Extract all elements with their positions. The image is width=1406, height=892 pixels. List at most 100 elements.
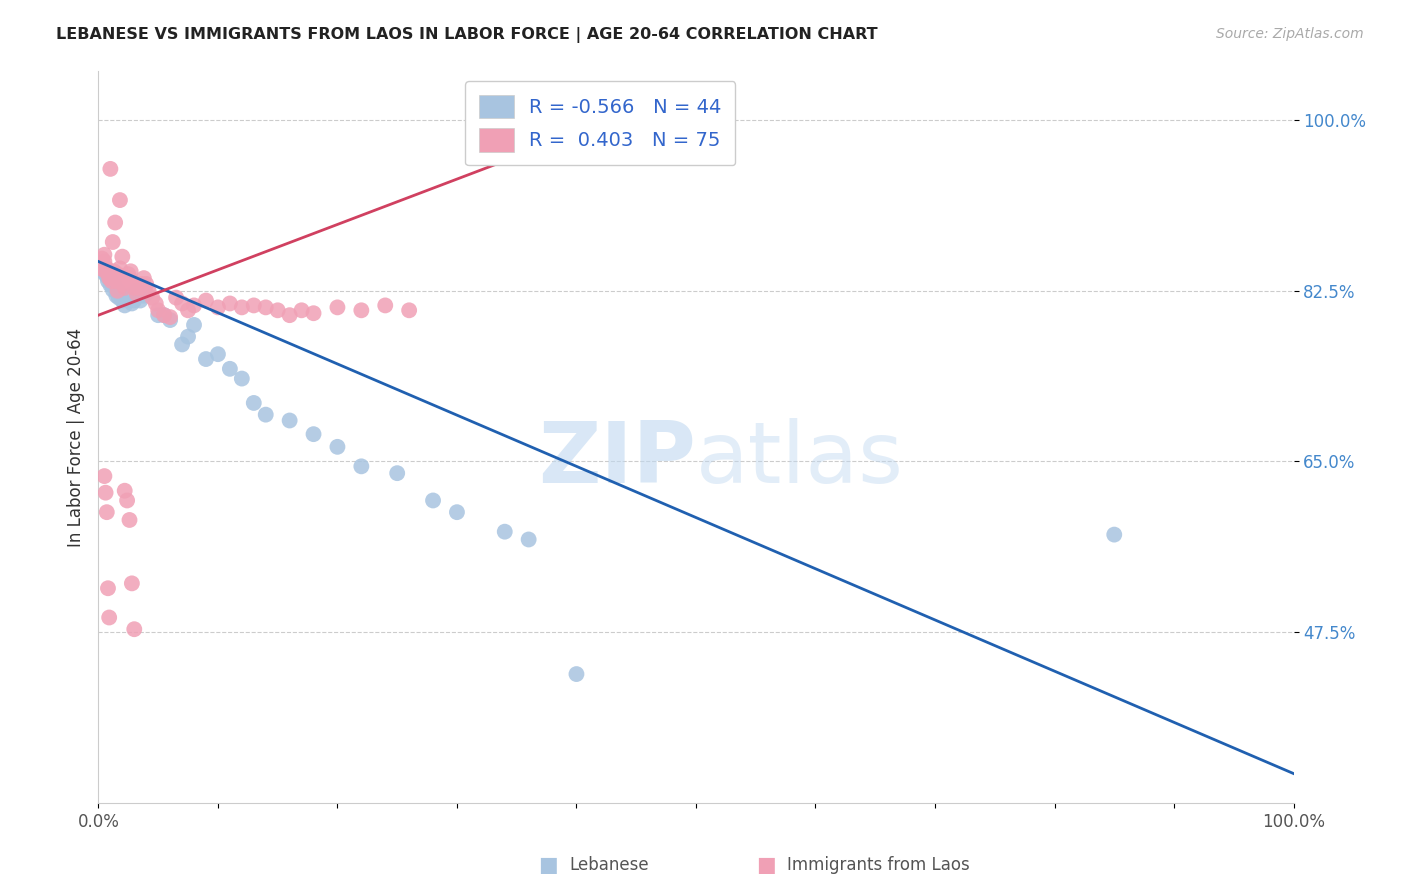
Point: [117, 267, 139, 281]
Point: [398, 303, 420, 318]
Point: [105, 288, 128, 302]
Point: [565, 667, 588, 681]
Legend: R = -0.566   N = 44, R =  0.403   N = 75: R = -0.566 N = 44, R = 0.403 N = 75: [465, 81, 735, 166]
Point: [111, 293, 134, 308]
Point: [108, 193, 131, 207]
Point: [93, 266, 115, 280]
Point: [96, 261, 118, 276]
Point: [131, 277, 153, 291]
Point: [104, 215, 127, 229]
Point: [128, 281, 150, 295]
Point: [111, 273, 134, 287]
Point: [96, 269, 118, 284]
Point: [132, 288, 155, 302]
Text: Source: ZipAtlas.com: Source: ZipAtlas.com: [1216, 27, 1364, 41]
Point: [124, 622, 146, 636]
Point: [93, 469, 115, 483]
Point: [105, 274, 128, 288]
Point: [120, 264, 142, 278]
Point: [115, 271, 138, 285]
Point: [159, 313, 181, 327]
Point: [98, 277, 122, 292]
Point: [118, 271, 141, 285]
Point: [103, 264, 125, 278]
Point: [121, 576, 143, 591]
Point: [135, 286, 157, 301]
Point: [195, 293, 218, 308]
Point: [94, 264, 117, 278]
Point: [107, 284, 129, 298]
Point: [103, 277, 125, 291]
Point: [291, 303, 314, 318]
Point: [114, 298, 136, 312]
Point: [115, 274, 138, 288]
Point: [101, 283, 124, 297]
Point: [98, 271, 121, 285]
Point: [114, 483, 136, 498]
Point: [107, 284, 129, 298]
Point: [446, 505, 468, 519]
Point: [172, 337, 194, 351]
Point: [91, 261, 114, 276]
Point: [326, 301, 349, 315]
Point: [207, 301, 229, 315]
Point: [121, 296, 143, 310]
Point: [254, 301, 277, 315]
Point: [107, 291, 129, 305]
Point: [94, 485, 117, 500]
Point: [97, 264, 120, 278]
Text: ■: ■: [538, 855, 558, 875]
Point: [125, 286, 148, 301]
Point: [91, 252, 114, 266]
Point: [153, 308, 176, 322]
Point: [243, 298, 266, 312]
Point: [135, 277, 157, 291]
Point: [278, 413, 301, 427]
Point: [183, 298, 205, 312]
Point: [207, 347, 229, 361]
Point: [112, 277, 135, 291]
Point: [138, 284, 160, 298]
Point: [278, 308, 301, 322]
Point: [101, 271, 124, 285]
Point: [110, 269, 132, 284]
Point: [117, 288, 139, 302]
Point: [107, 271, 129, 285]
Point: [195, 352, 218, 367]
Point: [148, 303, 170, 318]
Point: [1104, 527, 1126, 541]
Point: [98, 267, 122, 281]
Text: ZIP: ZIP: [538, 417, 696, 500]
Point: [350, 459, 373, 474]
Point: [219, 361, 242, 376]
Point: [374, 298, 396, 312]
Point: [326, 440, 349, 454]
Point: [517, 533, 540, 547]
Point: [108, 286, 131, 301]
Point: [104, 269, 127, 284]
Point: [115, 493, 138, 508]
Point: [177, 303, 200, 318]
Text: Lebanese: Lebanese: [569, 856, 650, 874]
Point: [124, 293, 146, 308]
Text: atlas: atlas: [696, 417, 904, 500]
Point: [108, 261, 131, 276]
Point: [267, 303, 290, 318]
Text: LEBANESE VS IMMIGRANTS FROM LAOS IN LABOR FORCE | AGE 20-64 CORRELATION CHART: LEBANESE VS IMMIGRANTS FROM LAOS IN LABO…: [56, 27, 877, 43]
Point: [350, 303, 373, 318]
Point: [91, 257, 114, 271]
Point: [93, 254, 115, 268]
Point: [97, 274, 120, 288]
Point: [177, 329, 200, 343]
Point: [494, 524, 516, 539]
Point: [107, 267, 129, 281]
Point: [124, 281, 146, 295]
Point: [165, 291, 187, 305]
Point: [231, 301, 253, 315]
Point: [101, 235, 124, 249]
Point: [302, 427, 325, 442]
Point: [145, 296, 167, 310]
Point: [183, 318, 205, 332]
Point: [129, 293, 152, 308]
Point: [231, 371, 253, 385]
